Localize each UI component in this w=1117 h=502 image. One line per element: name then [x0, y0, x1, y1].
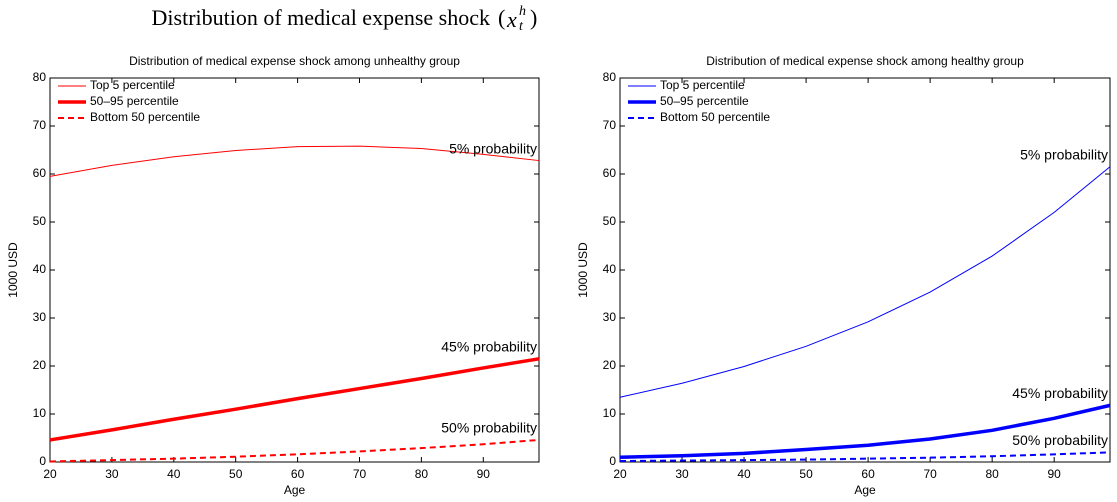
- plot-area: [49, 77, 540, 463]
- annotation: 45% probability: [1012, 385, 1108, 401]
- x-tick-label: 90: [477, 467, 491, 481]
- chart-title: Distribution of medical expense shock am…: [129, 54, 460, 68]
- x-tick-label: 50: [799, 467, 813, 481]
- x-tick-label: 30: [105, 467, 119, 481]
- y-tick-label: 30: [603, 310, 617, 324]
- figure-title-sup: h: [519, 4, 526, 19]
- figure-title-paren: (: [498, 5, 505, 30]
- series-line: [619, 451, 1111, 463]
- series-line: [49, 357, 540, 442]
- y-tick-label: 50: [33, 214, 47, 228]
- x-tick-label: 30: [675, 467, 689, 481]
- x-tick-label: 50: [229, 467, 243, 481]
- series-line: [49, 438, 540, 463]
- series-line: [49, 145, 540, 177]
- figure-title-paren: ): [530, 5, 537, 30]
- y-tick-label: 60: [603, 166, 617, 180]
- x-tick-label: 80: [985, 467, 999, 481]
- x-tick-label: 90: [1047, 467, 1061, 481]
- y-tick-label: 50: [603, 214, 617, 228]
- x-tick-label: 70: [353, 467, 367, 481]
- x-axis-label: Age: [854, 483, 876, 497]
- y-axis-label: 1000 USD: [6, 242, 20, 298]
- legend-label: 50–95 percentile: [660, 94, 749, 108]
- legend-label: 50–95 percentile: [90, 94, 179, 108]
- y-tick-label: 0: [39, 454, 46, 468]
- y-tick-label: 80: [33, 70, 47, 84]
- y-tick-label: 30: [33, 310, 47, 324]
- plot-area: [619, 77, 1111, 463]
- figure-title-sub: t: [519, 19, 524, 34]
- y-tick-label: 70: [603, 118, 617, 132]
- x-tick-label: 40: [167, 467, 181, 481]
- series-line: [619, 166, 1111, 398]
- x-tick-label: 60: [861, 467, 875, 481]
- y-axis-label: 1000 USD: [576, 242, 590, 298]
- legend-label: Top 5 percentile: [660, 78, 745, 92]
- chart-title: Distribution of medical expense shock am…: [706, 54, 1024, 68]
- annotation: 50% probability: [441, 420, 537, 436]
- annotation: 45% probability: [441, 339, 537, 355]
- annotation: 5% probability: [449, 140, 537, 156]
- y-tick-label: 60: [33, 166, 47, 180]
- x-tick-label: 60: [291, 467, 305, 481]
- annotation: 50% probability: [1012, 432, 1108, 448]
- y-tick-label: 70: [33, 118, 47, 132]
- x-tick-label: 80: [415, 467, 429, 481]
- y-tick-label: 0: [609, 454, 616, 468]
- x-tick-label: 70: [923, 467, 937, 481]
- y-tick-label: 40: [603, 262, 617, 276]
- y-tick-label: 20: [33, 358, 47, 372]
- y-tick-label: 40: [33, 262, 47, 276]
- x-tick-label: 40: [737, 467, 751, 481]
- x-tick-label: 20: [43, 467, 57, 481]
- y-tick-label: 80: [603, 70, 617, 84]
- legend-label: Bottom 50 percentile: [90, 110, 200, 124]
- series-line: [619, 403, 1111, 459]
- figure-title-var: x: [506, 7, 517, 32]
- legend-label: Bottom 50 percentile: [660, 110, 770, 124]
- x-axis-label: Age: [284, 483, 306, 497]
- figure-title: Distribution of medical expense shock: [152, 5, 490, 30]
- annotation: 5% probability: [1020, 147, 1108, 163]
- y-tick-label: 10: [33, 406, 47, 420]
- y-tick-label: 20: [603, 358, 617, 372]
- x-tick-label: 20: [613, 467, 627, 481]
- y-tick-label: 10: [603, 406, 617, 420]
- legend-label: Top 5 percentile: [90, 78, 175, 92]
